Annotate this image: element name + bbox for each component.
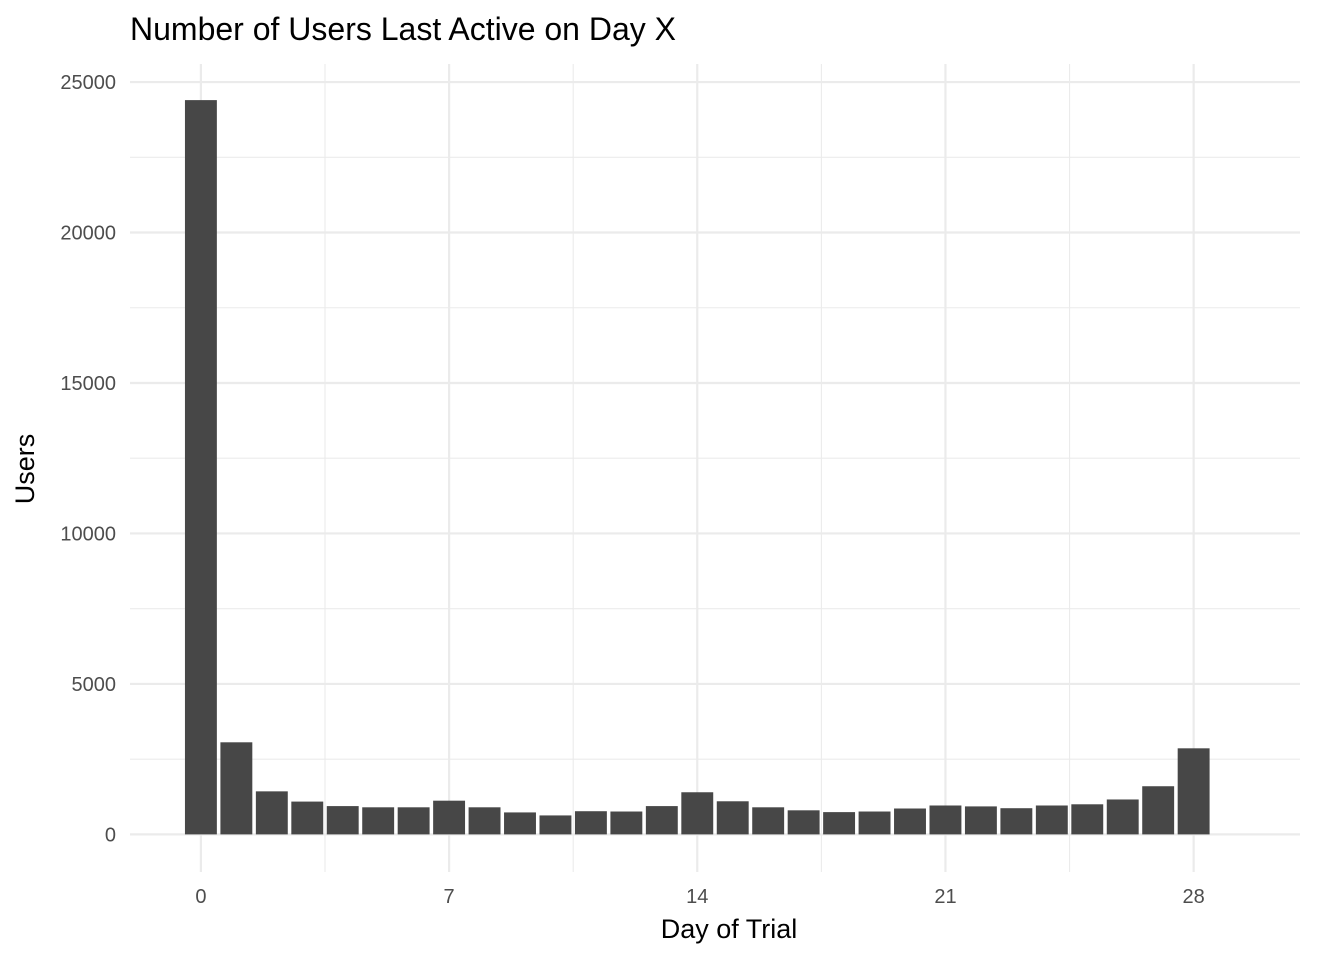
- y-tick-label: 15000: [60, 373, 116, 395]
- bar-day-26: [1106, 799, 1139, 835]
- y-axis-title: Users: [10, 434, 40, 505]
- bar-day-14: [681, 792, 714, 835]
- y-tick-label: 25000: [60, 72, 116, 94]
- bar-day-2: [255, 791, 288, 835]
- y-tick-label: 5000: [72, 674, 117, 696]
- bar-day-10: [539, 815, 572, 835]
- bar-day-4: [326, 806, 359, 835]
- x-tick-label: 21: [934, 886, 956, 908]
- x-axis-ticks: 0 7 14 21 28: [195, 886, 1204, 908]
- bar-day-8: [468, 807, 501, 835]
- grid-lines: [130, 64, 1300, 872]
- bar-day-3: [291, 801, 324, 835]
- x-axis-title: Day of Trial: [661, 914, 798, 944]
- bar-day-6: [397, 807, 430, 835]
- bar-day-16: [752, 807, 785, 835]
- bar-day-20: [894, 808, 926, 835]
- y-axis-ticks: 0 5000 10000 15000 20000 25000: [60, 72, 116, 846]
- bars: [184, 100, 1210, 835]
- bar-day-11: [574, 811, 607, 835]
- bar-day-22: [964, 806, 997, 835]
- bar-day-19: [858, 811, 891, 835]
- bar-day-1: [220, 742, 253, 835]
- x-tick-label: 28: [1183, 886, 1205, 908]
- bar-day-15: [716, 801, 749, 835]
- bar-day-12: [610, 811, 643, 835]
- x-tick-label: 0: [195, 886, 206, 908]
- bar-day-21: [929, 805, 962, 835]
- bar-day-5: [362, 807, 395, 835]
- y-tick-label: 10000: [60, 523, 116, 545]
- bar-day-13: [645, 806, 678, 835]
- bar-day-0: [184, 100, 217, 835]
- bar-day-18: [823, 812, 856, 835]
- y-tick-label: 20000: [60, 223, 116, 245]
- bar-day-28: [1177, 748, 1210, 835]
- x-tick-label: 14: [686, 886, 708, 908]
- bar-day-27: [1142, 786, 1175, 835]
- x-tick-label: 7: [444, 886, 455, 908]
- bar-day-17: [787, 810, 820, 835]
- bar-day-25: [1071, 804, 1104, 835]
- bar-day-9: [504, 812, 536, 835]
- chart-title: Number of Users Last Active on Day X: [130, 11, 676, 47]
- bar-day-23: [1000, 808, 1033, 835]
- y-tick-label: 0: [105, 824, 116, 846]
- bar-day-24: [1035, 805, 1068, 835]
- bar-day-7: [433, 800, 466, 835]
